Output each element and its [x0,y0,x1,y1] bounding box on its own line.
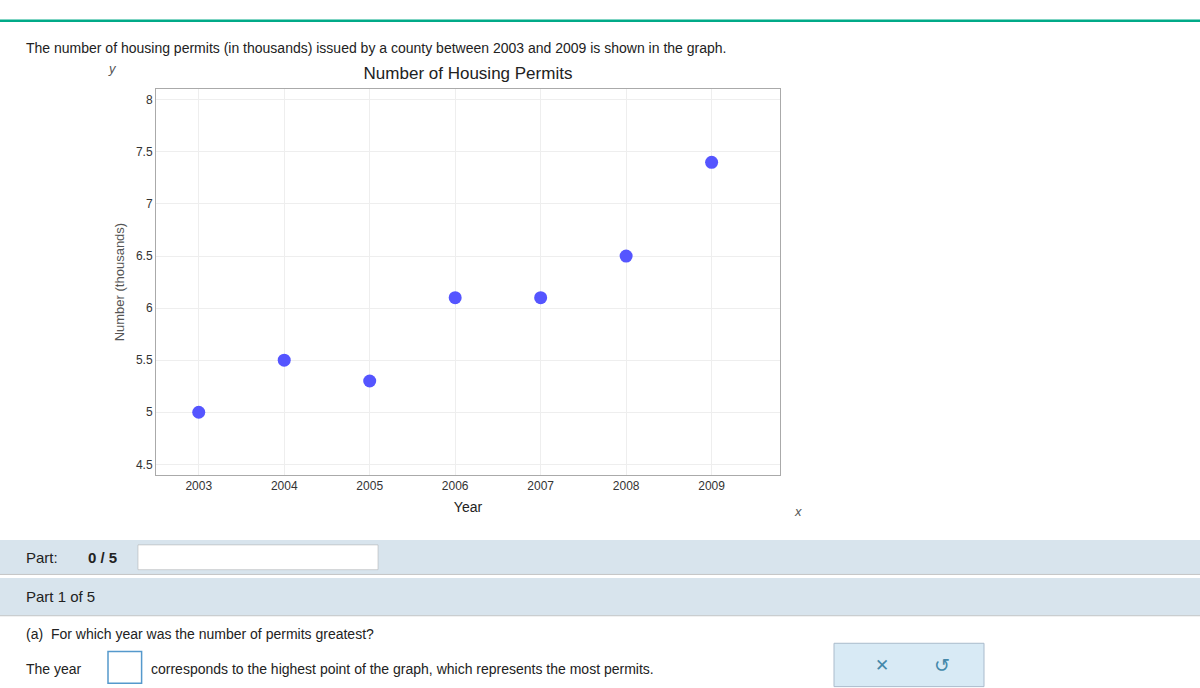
svg-text:8: 8 [146,93,153,107]
svg-text:2005: 2005 [356,479,383,493]
svg-text:y: y [108,61,117,76]
svg-text:6: 6 [146,301,153,315]
svg-text:The year: The year [26,661,82,677]
svg-text:Part:: Part: [26,549,62,566]
svg-text:2006: 2006 [442,479,469,493]
svg-text:5.5: 5.5 [136,353,153,367]
svg-text:4.5: 4.5 [136,458,153,472]
svg-text:0 / 5: 0 / 5 [88,549,117,566]
svg-text:2003: 2003 [185,479,212,493]
svg-text:2008: 2008 [613,479,640,493]
svg-text:2009: 2009 [698,479,725,493]
svg-text:2007: 2007 [527,479,554,493]
svg-text:Number (thousands): Number (thousands) [112,223,127,342]
svg-text:↺: ↺ [934,655,950,676]
svg-text:Year: Year [454,499,483,515]
svg-text:5: 5 [146,405,153,419]
svg-text:6.5: 6.5 [136,249,153,263]
svg-text:7: 7 [146,197,153,211]
svg-text:2004: 2004 [271,479,298,493]
svg-text:The number of housing permits: The number of housing permits (in thousa… [26,40,726,56]
svg-text:Part 1 of 5: Part 1 of 5 [26,588,95,605]
svg-text:x: x [794,504,802,519]
svg-text:(a) For which year was the nu: (a) For which year was the number of per… [26,626,374,642]
svg-text:✕: ✕ [875,656,889,675]
svg-text:Number of Housing Permits: Number of Housing Permits [364,64,573,83]
svg-text:7.5: 7.5 [136,145,153,159]
svg-text:corresponds to the highest poi: corresponds to the highest point of the … [151,661,654,677]
